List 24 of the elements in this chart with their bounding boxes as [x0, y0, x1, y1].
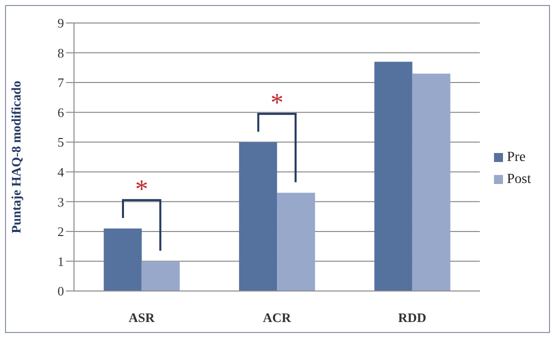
legend-label: Pre	[506, 150, 526, 165]
y-tick-label: 7	[58, 75, 64, 90]
annotation: *	[135, 174, 148, 204]
annotation: *	[270, 88, 284, 117]
x-tick-label: ACR	[262, 310, 292, 326]
y-tick-label: 6	[58, 104, 64, 120]
y-axis-title: Puntaje HAQ-8 modificado	[8, 80, 24, 234]
bar	[142, 261, 180, 291]
y-tick-label: 5	[58, 134, 64, 150]
y-tick-label: 1	[58, 254, 64, 269]
bar	[239, 142, 278, 291]
x-tick-label: ASR	[128, 310, 156, 326]
bar	[374, 62, 412, 291]
bar	[104, 228, 142, 291]
y-tick-label: 3	[58, 194, 64, 210]
y-tick-label: 8	[58, 45, 64, 60]
bar	[412, 74, 450, 291]
bar	[277, 192, 316, 291]
y-tick-label: 0	[58, 284, 64, 299]
y-tick-label: 4	[58, 164, 64, 180]
y-tick-label: 9	[58, 16, 64, 31]
y-tick-label: 2	[58, 224, 64, 240]
x-tick-label: RDD	[398, 310, 426, 326]
legend-label: Post	[506, 172, 531, 187]
